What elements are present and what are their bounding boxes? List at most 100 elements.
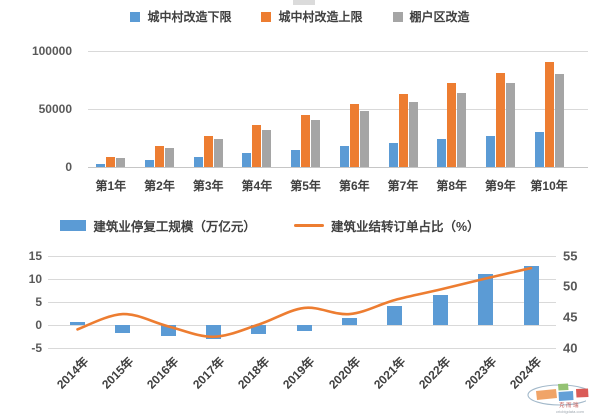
bar-2017年: [206, 324, 222, 339]
bar-棚户区改造-第3年: [213, 139, 223, 167]
bar-2020年: [342, 318, 358, 325]
bar-城中村改造下限-第5年: [291, 149, 301, 167]
legend-item-lower-bound: 城中村改造下限: [130, 8, 231, 25]
gridline-50000: [88, 108, 588, 110]
legend-item-suspension-scale: 建筑业停复工规模（万亿元）: [60, 216, 256, 235]
x-category-label: 第7年: [387, 179, 419, 193]
bar-2022年: [432, 294, 448, 325]
bar-城中村改造下限-第1年: [96, 163, 106, 167]
bar-2016年: [160, 324, 176, 336]
bar-2015年: [115, 324, 131, 334]
bar-城中村改造上限-第6年: [349, 104, 359, 167]
bar-2014年: [70, 321, 85, 325]
gridline-0: [88, 167, 588, 168]
watermark-text-url: cricbigdata.com: [556, 409, 585, 414]
x-category-label: 第10年: [530, 179, 568, 193]
bar-城中村改造上限-第4年: [252, 125, 262, 167]
legend-item-shantytown: 棚户区改造: [392, 8, 470, 25]
blue-bar-icon: [60, 220, 87, 231]
gray-square-icon: [392, 11, 403, 22]
bar-城中村改造下限-第8年: [437, 139, 447, 167]
x-category-label: 第4年: [241, 179, 273, 193]
left-axis-tick-label: 5: [35, 294, 42, 309]
x-category-label: 第5年: [290, 179, 321, 193]
right-axis-tick-label: 50: [563, 278, 578, 294]
gridline-100000: [88, 50, 588, 52]
bar-城中村改造下限-第10年: [534, 132, 544, 167]
right-axis-tick-label: 40: [563, 340, 578, 356]
bar-棚户区改造-第6年: [359, 111, 369, 167]
bar-棚户区改造-第8年: [457, 92, 467, 167]
y-axis-tick-label: 100000: [31, 43, 72, 58]
x-category-label: 第8年: [436, 179, 468, 193]
x-category-label: 第9年: [485, 179, 516, 193]
legend-label: 棚户区改造: [409, 10, 470, 24]
bar-2019年: [296, 324, 312, 332]
legend-label: 建筑业停复工规模（万亿元）: [93, 220, 256, 234]
blue-square-icon: [130, 11, 141, 22]
bar-城中村改造上限-第2年: [155, 146, 164, 167]
bar-2018年: [251, 324, 267, 334]
x-category-label: 2014年: [53, 354, 91, 392]
bar-城中村改造下限-第4年: [242, 153, 252, 167]
bar-城中村改造上限-第9年: [495, 72, 505, 167]
legend-label: 城中村改造上限: [278, 10, 363, 24]
right-axis-tick-label: 45: [563, 309, 578, 325]
left-axis-tick-label: -5: [31, 340, 42, 355]
watermark-logo: 克而瑞 cricbigdata.com: [527, 382, 598, 418]
left-axis-tick-label: 10: [28, 271, 42, 286]
bar-棚户区改造-第7年: [408, 101, 418, 167]
x-category-label: 2018年: [234, 354, 273, 392]
legend-label: 建筑业结转订单占比（%）: [330, 220, 480, 234]
bar-城中村改造上限-第7年: [398, 93, 408, 167]
bar-城中村改造上限-第10年: [544, 62, 554, 167]
x-category-label: 2023年: [461, 354, 499, 392]
logo-tile-orange: [536, 389, 557, 400]
x-category-label: 2019年: [280, 354, 318, 392]
bar-2021年: [387, 306, 403, 325]
gridline-15: [48, 255, 556, 257]
bar-棚户区改造-第4年: [262, 129, 272, 167]
bar-棚户区改造-第9年: [505, 83, 515, 167]
x-category-label: 2020年: [325, 354, 363, 392]
left-axis-tick-label: 15: [28, 248, 42, 263]
legend-item-carryover-orders: 建筑业结转订单占比（%）: [293, 216, 480, 235]
bar-2023年: [478, 274, 494, 325]
x-category-label: 2017年: [189, 354, 227, 392]
watermark-text-cn: 克而瑞: [559, 401, 580, 409]
legend-item-upper-bound: 城中村改造上限: [261, 8, 363, 25]
bottom-chart-legend: 建筑业停复工规模（万亿元） 建筑业结转订单占比（%）: [0, 216, 540, 235]
logo-tile-green: [558, 383, 569, 391]
x-category-label: 第6年: [338, 179, 370, 193]
bar-棚户区改造-第10年: [554, 73, 564, 167]
logo-tile-blue: [558, 391, 574, 401]
bar-城中村改造下限-第7年: [388, 142, 398, 167]
x-category-label: 2015年: [98, 354, 137, 392]
y-axis-tick-label: 0: [65, 160, 72, 174]
bar-2024年: [523, 266, 539, 325]
left-axis-tick-label: 0: [35, 317, 42, 332]
x-category-label: 第3年: [192, 179, 224, 193]
x-category-label: 第1年: [95, 179, 127, 193]
bar-棚户区改造-第2年: [165, 148, 174, 167]
right-axis-tick-label: 55: [563, 248, 578, 264]
bar-城中村改造下限-第6年: [339, 146, 349, 167]
orange-square-icon: [261, 11, 272, 22]
orange-line-icon: [293, 224, 324, 227]
bar-城中村改造上限-第3年: [203, 135, 213, 167]
bar-城中村改造上限-第1年: [106, 156, 116, 167]
bar-城中村改造下限-第2年: [145, 160, 154, 167]
cropped-edge-artifact: [293, 0, 315, 5]
bar-城中村改造上限-第5年: [301, 114, 311, 167]
legend-label: 城中村改造下限: [147, 10, 232, 24]
x-category-label: 2021年: [370, 354, 409, 392]
bar-棚户区改造-第5年: [311, 120, 321, 167]
bar-城中村改造下限-第3年: [193, 156, 203, 167]
logo-tile-red: [576, 388, 589, 398]
bar-棚户区改造-第1年: [116, 157, 126, 167]
x-category-label: 2016年: [144, 354, 182, 392]
gridline--5: [48, 347, 556, 349]
x-category-label: 第2年: [144, 179, 175, 193]
